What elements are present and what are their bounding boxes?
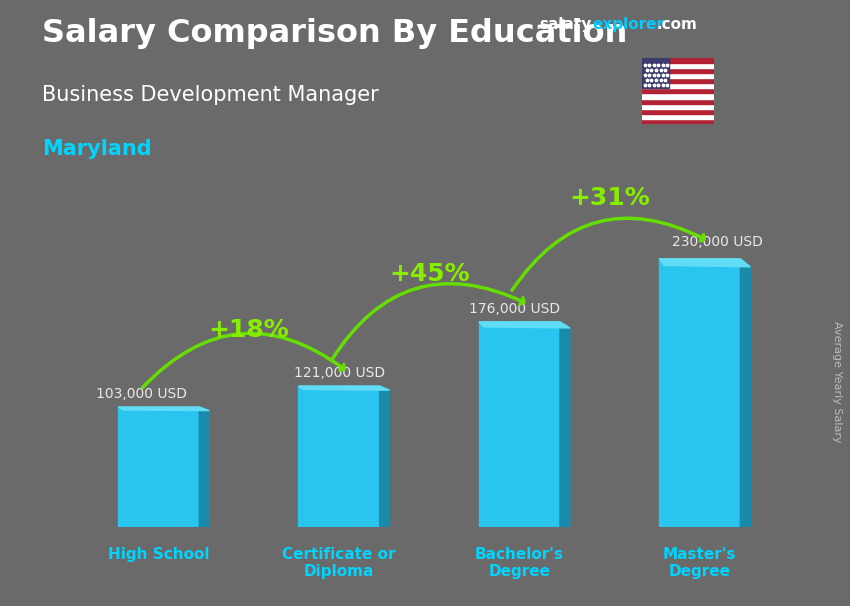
Text: +18%: +18% [208,318,289,342]
Text: salary: salary [540,17,592,32]
Polygon shape [380,386,389,527]
Text: Salary Comparison By Education: Salary Comparison By Education [42,18,628,49]
Polygon shape [479,322,560,527]
Bar [642,58,669,88]
Polygon shape [560,322,570,527]
Text: +31%: +31% [570,186,650,210]
Polygon shape [660,259,740,527]
Text: Average Yearly Salary: Average Yearly Salary [832,321,842,442]
Text: Business Development Manager: Business Development Manager [42,85,379,105]
Bar [642,114,714,119]
Bar [642,62,714,68]
Bar [642,104,714,109]
Polygon shape [118,407,209,411]
Polygon shape [660,259,751,267]
Bar [642,68,714,73]
Text: 230,000 USD: 230,000 USD [672,236,763,250]
Bar [642,109,714,114]
Polygon shape [479,322,570,328]
Text: +45%: +45% [389,262,469,286]
Polygon shape [199,407,209,527]
Text: 121,000 USD: 121,000 USD [294,366,385,380]
Polygon shape [740,259,751,527]
Polygon shape [118,407,199,527]
Polygon shape [298,386,389,390]
Bar [642,83,714,88]
Bar [642,58,714,62]
Bar [642,78,714,83]
Bar [642,93,714,99]
Bar [642,119,714,124]
Text: .com: .com [656,17,697,32]
Text: explorer: explorer [592,17,665,32]
Text: 176,000 USD: 176,000 USD [469,302,560,316]
Bar [642,88,714,93]
Polygon shape [298,386,380,527]
Bar [642,99,714,104]
Text: Maryland: Maryland [42,139,152,159]
Bar [642,73,714,78]
Text: 103,000 USD: 103,000 USD [95,387,186,401]
